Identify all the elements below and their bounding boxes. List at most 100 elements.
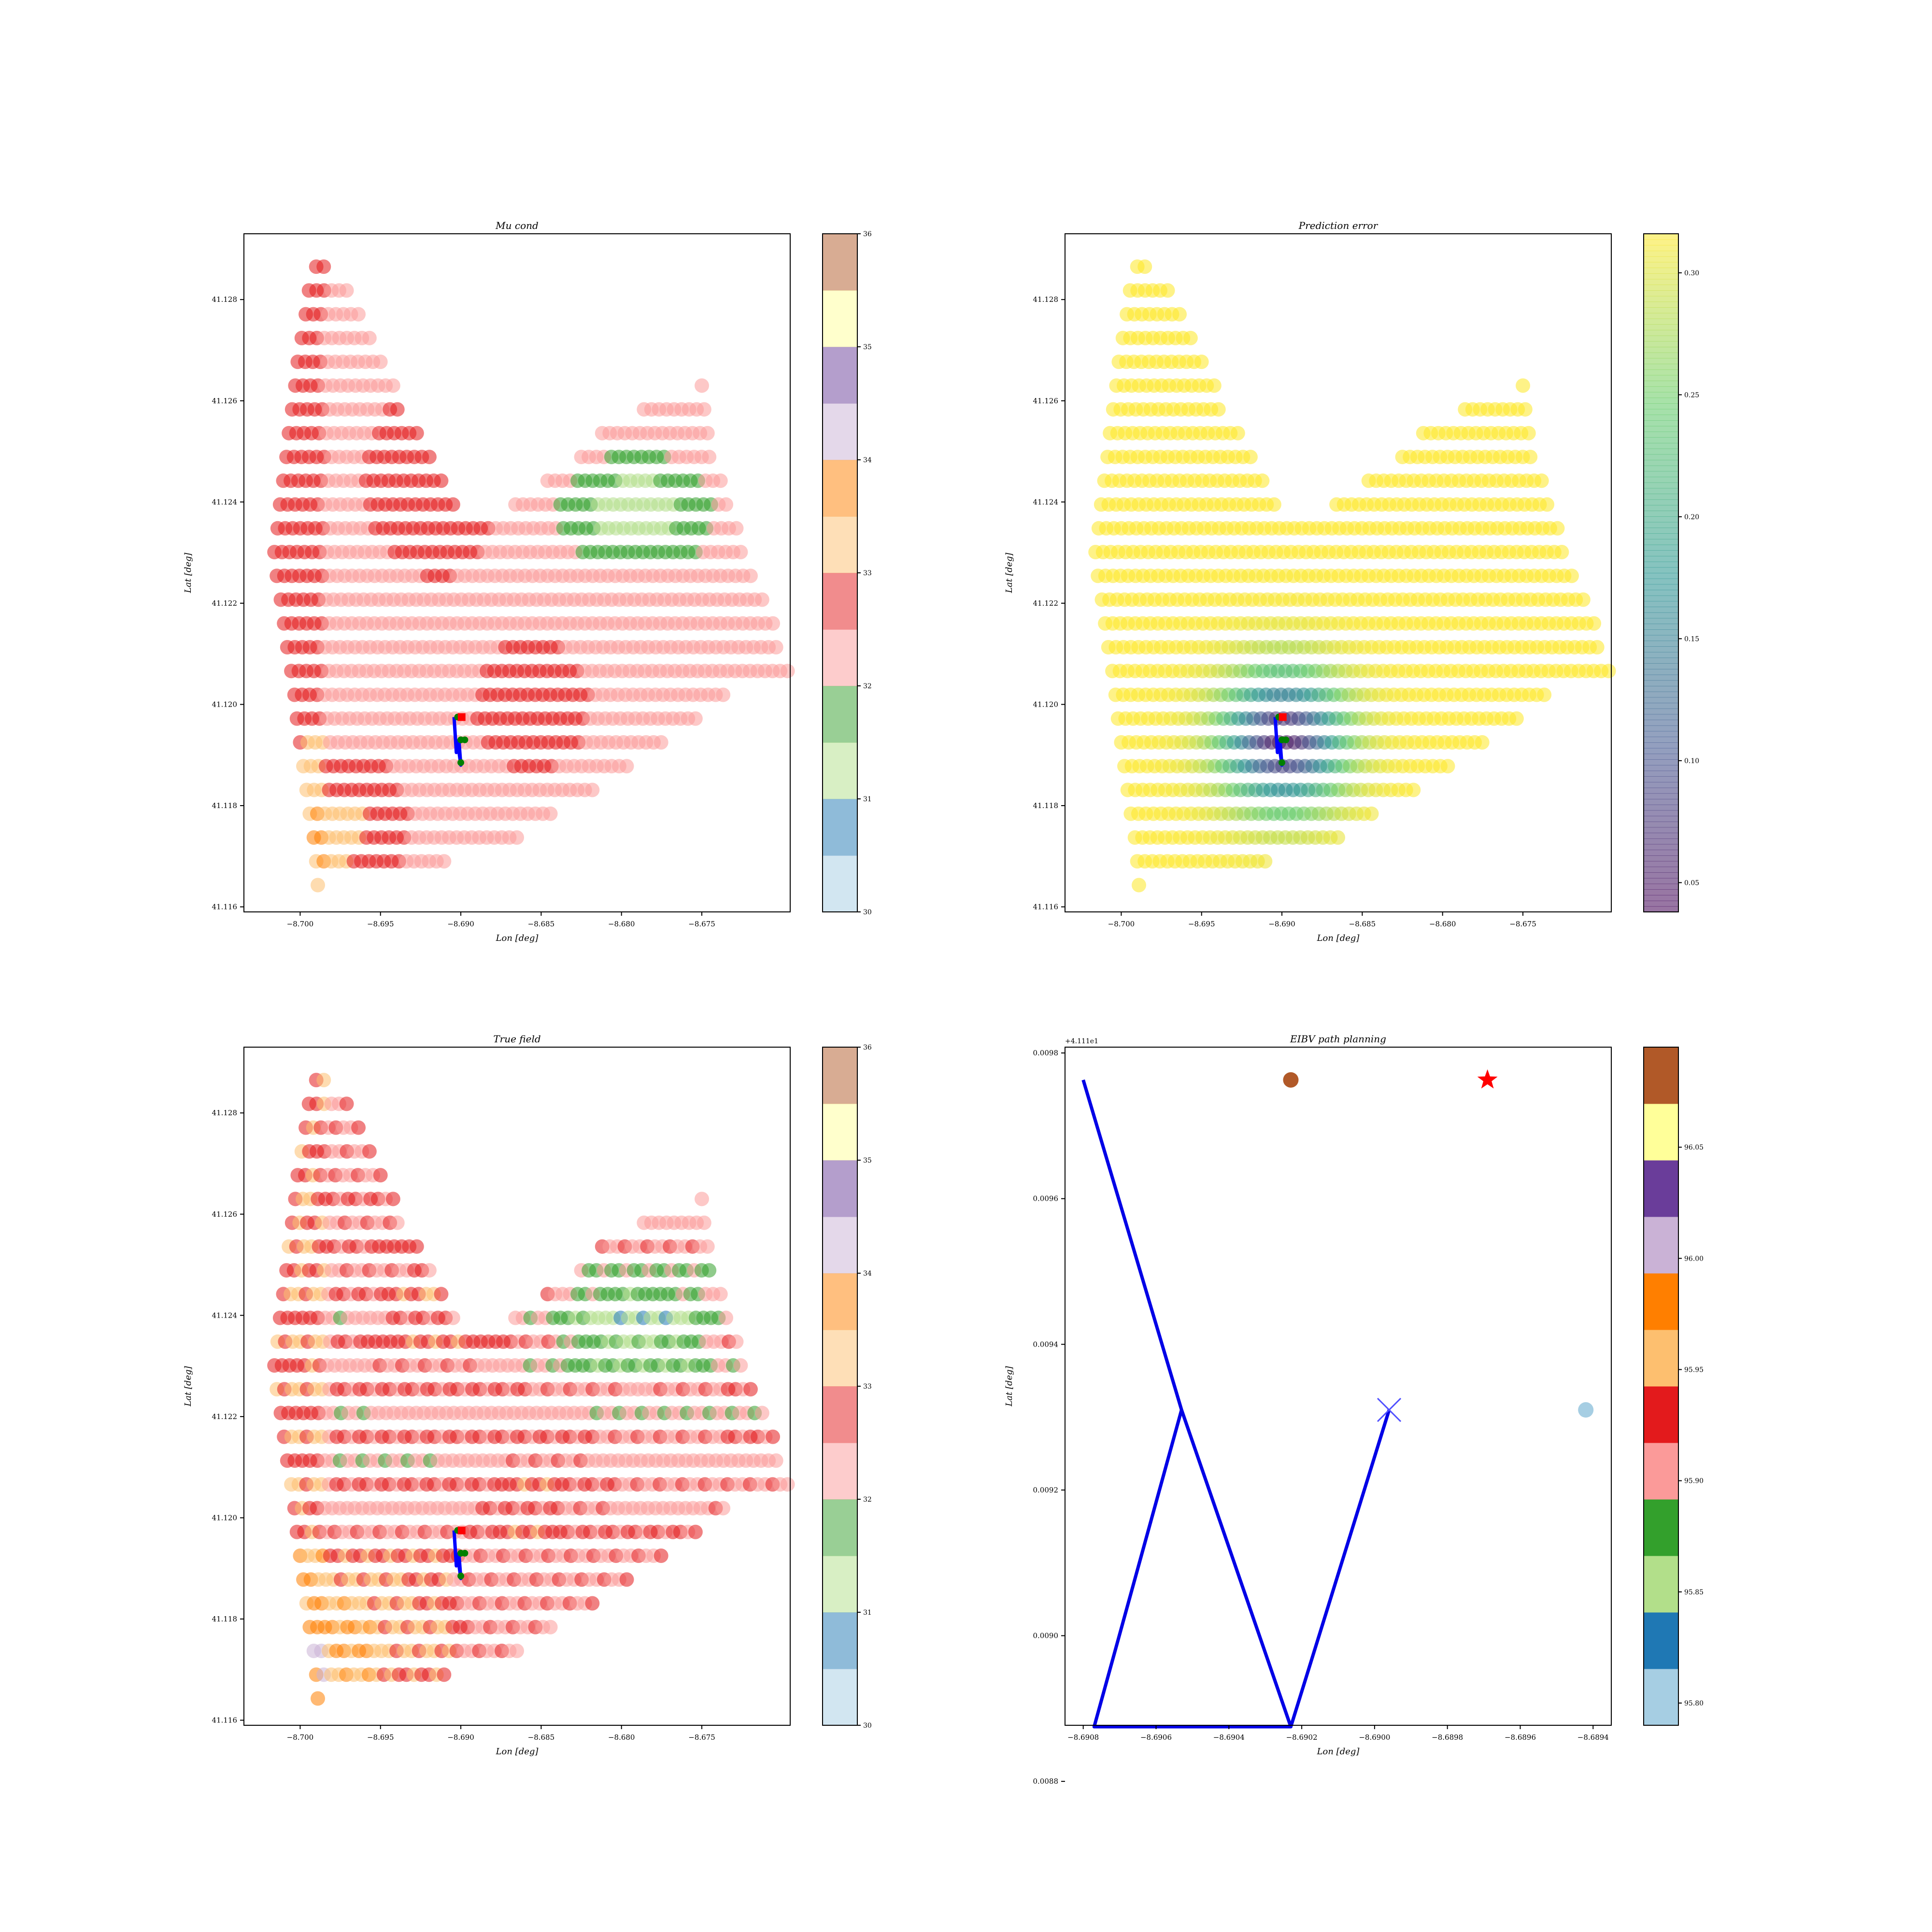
y-tick-label: 41.126 (212, 1210, 238, 1219)
colorbar-segment (1644, 691, 1678, 698)
colorbar-segment (1644, 375, 1678, 381)
data-point (311, 878, 326, 893)
colorbar-segment (1644, 296, 1678, 302)
data-point (510, 1643, 525, 1658)
colorbar-tick-label: 36 (863, 1044, 872, 1051)
colorbar-segment (1644, 392, 1678, 398)
data-point (768, 1453, 783, 1468)
colorbar-tick-label: 33 (863, 1383, 872, 1391)
current-location-marker (457, 713, 466, 721)
colorbar-segment (1644, 494, 1678, 500)
colorbar-segment (1644, 369, 1678, 376)
data-point (1137, 259, 1152, 274)
x-tick-label: −8.690 (447, 1733, 474, 1742)
data-point (434, 1287, 449, 1302)
colorbar-segment (1644, 867, 1678, 873)
colorbar-segment (823, 1104, 857, 1161)
plot-area (1065, 1047, 1611, 1725)
x-tick-label: −8.675 (688, 920, 715, 928)
colorbar-segment (1644, 527, 1678, 534)
y-tick-label: 41.128 (1033, 295, 1059, 304)
colorbar-frame (1643, 233, 1679, 912)
data-point (1537, 687, 1552, 702)
colorbar-segment (823, 347, 857, 404)
y-axis-label: Lat [deg] (1004, 552, 1014, 593)
data-point (437, 854, 452, 869)
data-point (1364, 806, 1379, 821)
colorbar-segment (1644, 759, 1678, 766)
colorbar-tick-label: 95.90 (1684, 1477, 1704, 1485)
x-tick-label: −8.700 (287, 920, 314, 928)
colorbar-segment (1644, 403, 1678, 410)
y-tick-label: 0.0090 (1033, 1632, 1059, 1640)
colorbar-segment (1644, 584, 1678, 590)
colorbar-segment (1644, 742, 1678, 749)
data-point (702, 450, 717, 465)
y-tick-label: 41.124 (212, 497, 238, 506)
axes-frame (1065, 1047, 1612, 1726)
data-point (1243, 450, 1258, 465)
y-tick-label: 41.120 (212, 1513, 238, 1522)
colorbar-segment (1644, 753, 1678, 760)
y-tick-label: 41.116 (212, 903, 238, 911)
data-point (339, 1096, 354, 1111)
colorbar-tick-label: 95.85 (1684, 1589, 1704, 1596)
colorbar-segment (1644, 1386, 1678, 1443)
data-point (702, 1263, 717, 1278)
colorbar-segment (1644, 900, 1678, 907)
colorbar-segment (1644, 618, 1678, 625)
data-point (445, 497, 460, 512)
data-point (385, 378, 400, 393)
candidate-location-marker (461, 736, 469, 743)
data-point (373, 355, 388, 369)
x-axis-label: Lon [deg] (496, 1747, 539, 1757)
colorbar-segment (1644, 810, 1678, 816)
colorbar-segment (1644, 482, 1678, 489)
y-axis-label: Lat [deg] (1004, 1365, 1014, 1406)
colorbar-segment (1644, 640, 1678, 647)
x-tick-label: −8.690 (1268, 920, 1295, 928)
x-tick-label: −8.690 (447, 920, 474, 928)
candidate-location-marker (461, 1549, 469, 1557)
colorbar-segment (823, 1669, 857, 1726)
x-tick-label: −8.6900 (1359, 1733, 1390, 1742)
colorbar-segment (1644, 612, 1678, 619)
colorbar-segment (823, 290, 857, 347)
colorbar-tick-label: 0.20 (1684, 513, 1699, 521)
y-tick-label: 41.118 (212, 1615, 238, 1623)
colorbar-segment (823, 1556, 857, 1613)
colorbar-segment (823, 1047, 857, 1104)
colorbar-segment (1644, 426, 1678, 432)
colorbar-segment (1644, 861, 1678, 867)
data-point (1523, 450, 1538, 465)
data-point (768, 640, 783, 655)
y-tick-label: 41.118 (1033, 801, 1059, 810)
data-point (696, 1215, 711, 1230)
x-tick-label: −8.675 (688, 1733, 715, 1742)
x-tick-label: −8.695 (367, 920, 394, 928)
colorbar-segment (1644, 307, 1678, 313)
axes-frame (1065, 233, 1612, 912)
colorbar-segment (823, 799, 857, 856)
colorbar-segment (1644, 804, 1678, 811)
data-point (729, 1334, 744, 1349)
data-point (688, 1524, 703, 1539)
colorbar-segment (1644, 488, 1678, 494)
data-points (267, 1073, 795, 1706)
data-point (700, 1239, 715, 1254)
colorbar-segment (1644, 850, 1678, 856)
colorbar-segment (823, 1612, 857, 1669)
data-point (713, 1287, 728, 1302)
colorbar-tick-label: 31 (863, 796, 872, 803)
colorbar-segment (1644, 624, 1678, 630)
colorbar-segment (1644, 460, 1678, 466)
data-point (1331, 830, 1346, 845)
data-point (1183, 330, 1198, 345)
colorbar-segment (1644, 607, 1678, 613)
x-tick-label: −8.6906 (1140, 1733, 1172, 1742)
colorbar-segment (1644, 239, 1678, 246)
data-point (1160, 283, 1175, 298)
colorbar-segment (1644, 720, 1678, 726)
colorbar-segment (1644, 646, 1678, 653)
colorbar-tick-label: 32 (863, 1496, 872, 1504)
